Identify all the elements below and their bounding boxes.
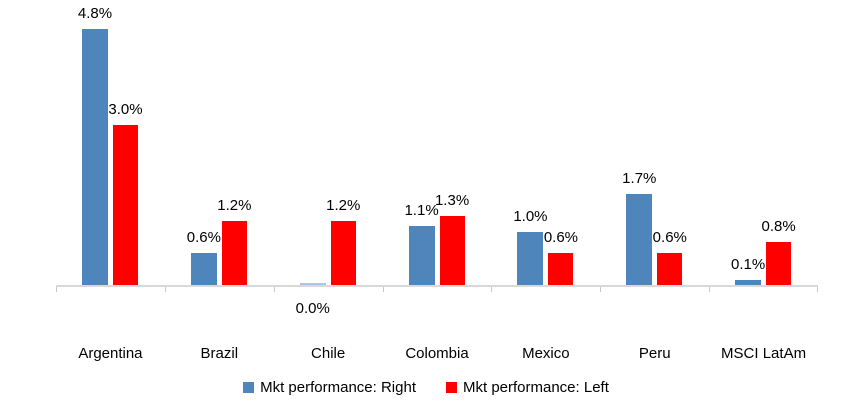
data-label-mexico-right: 1.0% <box>513 207 548 225</box>
data-label-colombia-left: 1.3% <box>434 191 470 209</box>
legend-item-left: Mkt performance: Left <box>445 379 609 396</box>
axis-tick <box>709 287 711 292</box>
data-label-peru-left: 0.6% <box>652 229 687 247</box>
bar-argentina-left <box>113 125 138 285</box>
legend-swatch-blue <box>243 382 255 393</box>
bar-brazil-right <box>190 253 217 285</box>
data-label-chile-left: 1.2% <box>326 197 361 215</box>
data-label-colombia-right: 1.1% <box>404 202 439 220</box>
data-label-mexico-left: 0.6% <box>543 229 579 247</box>
data-label-chile-right: 0.0% <box>295 300 330 317</box>
legend-label-right: Mkt performance: Right <box>260 379 416 396</box>
category-label-msci-latam: MSCI LatAm <box>721 345 807 362</box>
bar-msci-latam-right <box>735 279 762 285</box>
x-axis-line <box>56 285 818 287</box>
data-label-argentina-left: 3.0% <box>108 101 143 119</box>
category-label-argentina: Argentina <box>78 345 143 362</box>
bar-chile-right <box>299 282 326 285</box>
plot-area: 4.8% 3.0% 0.6% 1.2% 0.0% 1.2% 1.1% 1.3% 1.0% 0.6%… <box>56 0 818 317</box>
bar-brazil-left <box>221 221 247 285</box>
axis-tick <box>817 287 818 292</box>
data-label-brazil-right: 0.6% <box>186 229 221 247</box>
category-label-chile: Chile <box>311 345 346 362</box>
bar-colombia-right <box>408 226 435 285</box>
bar-peru-right <box>626 194 653 285</box>
bar-msci-latam-left <box>766 242 792 285</box>
category-label-brazil: Brazil <box>200 345 239 362</box>
axis-tick <box>56 287 57 292</box>
axis-tick <box>600 287 602 292</box>
legend-item-right: Mkt performance: Right <box>243 379 416 396</box>
axis-tick <box>164 287 166 292</box>
category-label-peru: Peru <box>638 345 671 362</box>
category-label-colombia: Colombia <box>405 345 469 362</box>
bar-chile-left <box>330 221 356 285</box>
data-label-msci-latam-right: 0.1% <box>731 255 766 273</box>
data-label-peru-right: 1.7% <box>622 170 657 188</box>
category-label-mexico: Mexico <box>522 345 570 362</box>
category-axis: Argentina Brazil Chile Colombia Mexico Peru MS… <box>56 345 818 365</box>
axis-tick <box>382 287 384 292</box>
bar-peru-left <box>657 253 683 285</box>
axis-tick <box>491 287 493 292</box>
legend-swatch-red <box>445 382 457 393</box>
bar-mexico-left <box>548 253 574 285</box>
bar-colombia-left <box>439 215 465 285</box>
bar-mexico-right <box>517 231 544 285</box>
data-label-argentina-right: 4.8% <box>77 5 113 23</box>
data-label-msci-latam-left: 0.8% <box>761 218 796 236</box>
axis-tick <box>273 287 275 292</box>
bar-argentina-right <box>82 29 108 285</box>
legend-label-left: Mkt performance: Left <box>462 379 609 396</box>
data-label-brazil-left: 1.2% <box>217 197 252 215</box>
legend: Mkt performance: Right Mkt performance: … <box>0 379 852 396</box>
